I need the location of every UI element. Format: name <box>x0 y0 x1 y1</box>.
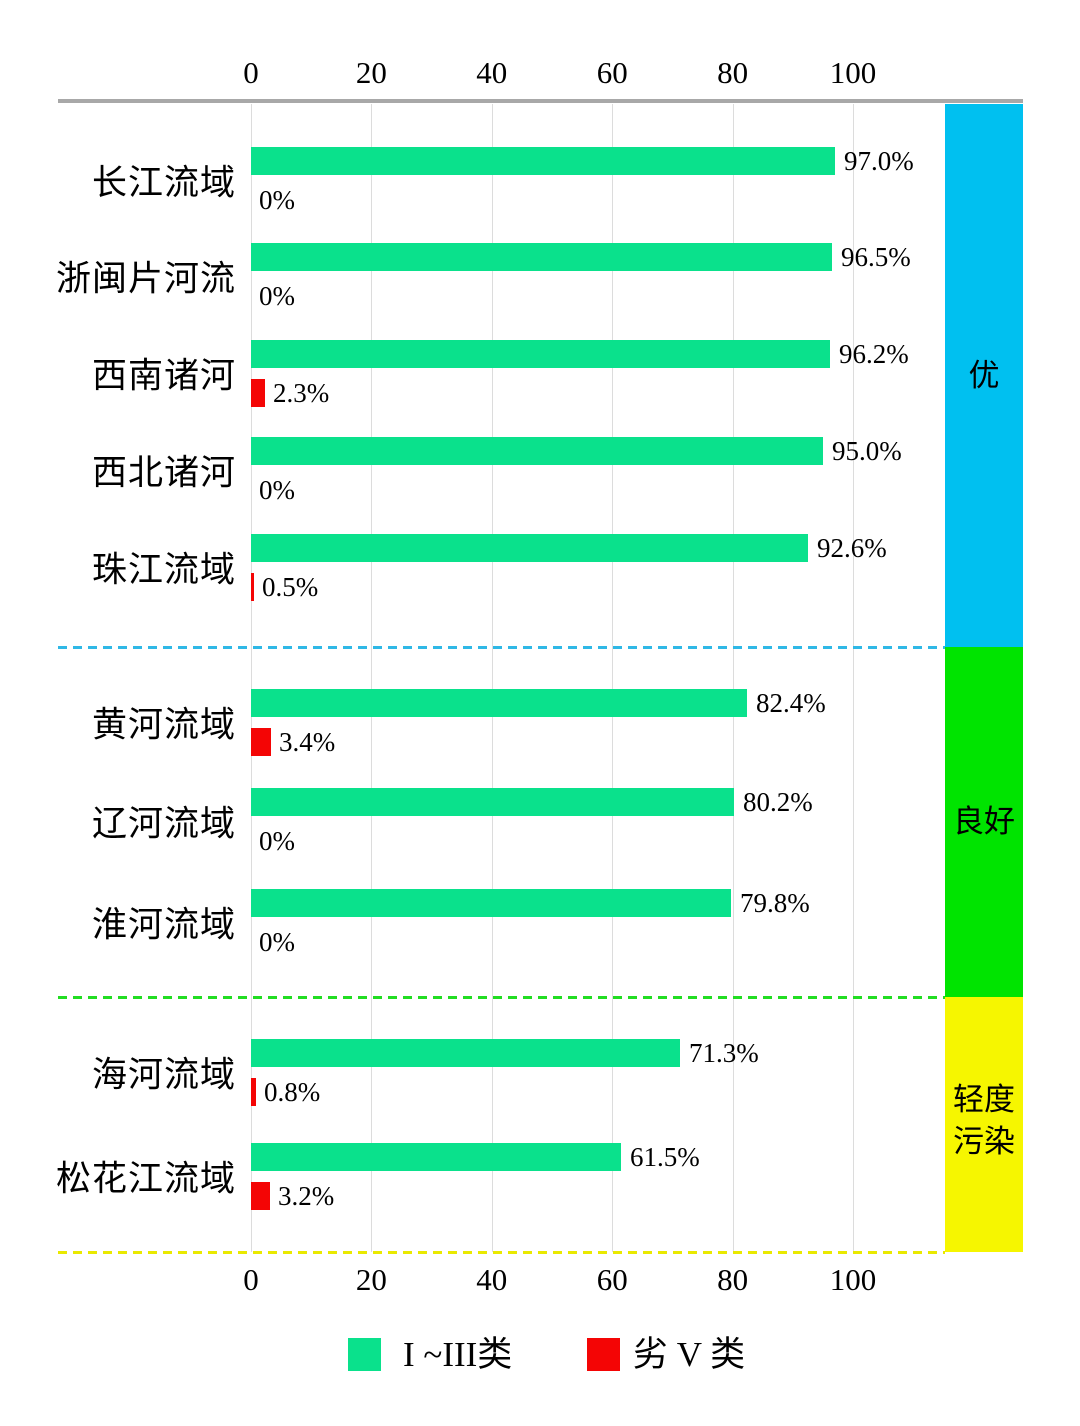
group-divider-2 <box>58 996 945 999</box>
gridline-20 <box>371 104 373 1252</box>
gridline-0 <box>251 104 252 1252</box>
bottom-axis-tick-20: 20 <box>355 1262 387 1297</box>
grade-band-1 <box>945 104 1023 647</box>
good-bar <box>251 1143 621 1171</box>
category-label: 珠江流域 <box>91 550 236 590</box>
good-value-label: 95.0% <box>832 436 902 466</box>
legend-good-swatch <box>348 1338 381 1371</box>
bad-value-label: 0% <box>259 475 295 505</box>
bottom-axis-tick-0: 0 <box>243 1262 259 1297</box>
good-bar <box>251 889 731 917</box>
bad-value-label: 0.8% <box>264 1077 321 1107</box>
bad-bar <box>251 1078 256 1106</box>
good-bar <box>251 340 830 368</box>
good-value-label: 92.6% <box>817 533 887 563</box>
good-value-label: 97.0% <box>844 146 914 176</box>
good-value-label: 96.5% <box>841 242 911 272</box>
bad-value-label: 0% <box>259 826 295 856</box>
good-bar <box>251 788 734 816</box>
top-axis-tick-0: 0 <box>243 55 259 90</box>
bad-value-label: 0% <box>259 281 295 311</box>
gridline-40 <box>491 104 493 1252</box>
bad-value-label: 3.4% <box>279 727 336 757</box>
bad-value-label: 0.5% <box>262 572 319 602</box>
bad-value-label: 0% <box>259 185 295 215</box>
good-bar <box>251 243 832 271</box>
good-bar <box>251 689 747 717</box>
good-bar <box>251 1039 680 1067</box>
legend: I ~III类 劣 V 类 <box>0 1336 1080 1376</box>
group-divider-1 <box>58 646 945 649</box>
top-axis-tick-100: 100 <box>829 55 877 90</box>
category-label: 辽河流域 <box>91 804 236 844</box>
top-axis-tick-40: 40 <box>476 55 508 90</box>
good-value-label: 61.5% <box>630 1142 700 1172</box>
category-label: 黄河流域 <box>91 705 236 745</box>
bottom-axis-tick-80: 80 <box>717 1262 749 1297</box>
category-label: 淮河流域 <box>91 905 236 945</box>
category-label: 海河流域 <box>91 1055 236 1095</box>
grade-band-label-1: 优 <box>968 358 1000 393</box>
bad-bar <box>251 379 265 407</box>
top-axis-tick-80: 80 <box>717 55 749 90</box>
good-value-label: 80.2% <box>743 787 813 817</box>
grade-band-label-2: 良好 <box>953 804 1015 839</box>
grade-band-2 <box>945 647 1023 997</box>
bottom-axis-tick-100: 100 <box>829 1262 877 1297</box>
gridline-80 <box>732 104 734 1252</box>
top-axis-tick-20: 20 <box>355 55 387 90</box>
bottom-axis-tick-40: 40 <box>476 1262 508 1297</box>
legend-good-label: I ~III类 <box>403 1335 513 1374</box>
good-bar <box>251 147 835 175</box>
grade-band-label-3: 轻度 污染 <box>953 1082 1015 1159</box>
gridline-100 <box>853 104 854 1252</box>
grade-band-3 <box>945 997 1023 1252</box>
bad-bar <box>251 1182 270 1210</box>
category-label: 松花江流域 <box>55 1159 236 1199</box>
group-divider-3 <box>58 1251 945 1254</box>
bad-value-label: 3.2% <box>278 1181 335 1211</box>
bottom-axis-tick-60: 60 <box>596 1262 628 1297</box>
bad-bar <box>251 728 271 756</box>
legend-bad-swatch <box>587 1338 620 1371</box>
bad-value-label: 0% <box>259 927 295 957</box>
good-value-label: 96.2% <box>839 339 909 369</box>
bad-value-label: 2.3% <box>273 378 330 408</box>
bad-bar <box>251 573 254 601</box>
category-label: 浙闽片河流 <box>55 259 236 299</box>
legend-bad-label: 劣 V 类 <box>633 1335 746 1374</box>
good-value-label: 79.8% <box>740 888 810 918</box>
category-label: 长江流域 <box>91 163 236 203</box>
gridline-60 <box>612 104 614 1252</box>
top-axis-tick-60: 60 <box>596 55 628 90</box>
good-bar <box>251 437 823 465</box>
good-value-label: 82.4% <box>756 688 826 718</box>
category-label: 西南诸河 <box>91 356 236 396</box>
good-value-label: 71.3% <box>689 1038 759 1068</box>
good-bar <box>251 534 808 562</box>
top-axis-line <box>58 99 1023 103</box>
category-label: 西北诸河 <box>91 453 236 493</box>
